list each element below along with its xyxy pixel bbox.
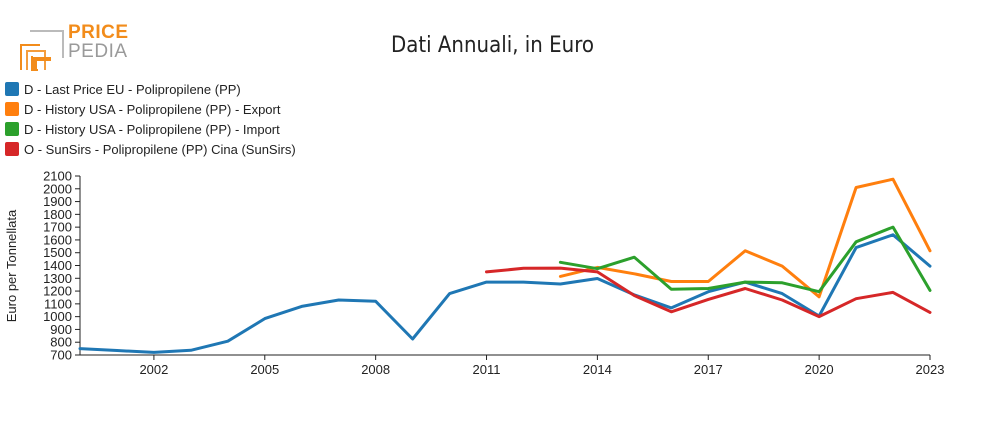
y-tick-label: 2000 — [43, 181, 72, 196]
y-tick-label: 1200 — [43, 284, 72, 299]
y-tick-label: 1800 — [43, 207, 72, 222]
logo-text-price: PRICE — [68, 22, 129, 43]
y-tick-label: 700 — [50, 348, 72, 363]
legend-swatch — [5, 142, 19, 156]
legend-label: O - SunSirs - Polipropilene (PP) Cina (S… — [24, 141, 296, 157]
x-tick-label: 2020 — [805, 362, 834, 377]
x-tick-label: 2017 — [694, 362, 723, 377]
legend-item[interactable]: D - History USA - Polipropilene (PP) - E… — [5, 99, 296, 119]
x-tick-label: 2002 — [139, 362, 168, 377]
y-tick-label: 1300 — [43, 271, 72, 286]
chart-legend: D - Last Price EU - Polipropilene (PP) D… — [5, 79, 296, 159]
y-tick-label: 900 — [50, 322, 72, 337]
legend-label: D - History USA - Polipropilene (PP) - I… — [24, 121, 280, 137]
y-tick-label: 1900 — [43, 194, 72, 209]
y-tick-label: 1700 — [43, 220, 72, 235]
y-tick-label: 1500 — [43, 245, 72, 260]
series-line[interactable] — [558, 225, 932, 294]
series-layer — [78, 177, 932, 354]
x-tick-label: 2023 — [916, 362, 945, 377]
pricepedia-logo — [20, 30, 64, 71]
y-tick-label: 1400 — [43, 258, 72, 273]
x-tick-label: 2005 — [250, 362, 279, 377]
series-line[interactable] — [485, 266, 932, 319]
x-tick-label: 2008 — [361, 362, 390, 377]
x-tick-label: 2011 — [473, 362, 501, 377]
series-line[interactable] — [558, 177, 932, 299]
x-tick-label: 2014 — [583, 362, 612, 377]
legend-swatch — [5, 82, 19, 96]
legend-item[interactable]: O - SunSirs - Polipropilene (PP) Cina (S… — [5, 139, 296, 159]
y-tick-label: 1100 — [44, 296, 72, 311]
y-tick-label: 2100 — [43, 169, 72, 184]
logo-text-pedia: PEDIA — [68, 41, 128, 62]
legend-item[interactable]: D - History USA - Polipropilene (PP) - I… — [5, 119, 296, 139]
legend-item[interactable]: D - Last Price EU - Polipropilene (PP) — [5, 79, 296, 99]
series-line[interactable] — [78, 233, 932, 354]
chart-title: Dati Annuali, in Euro — [390, 33, 595, 58]
y-tick-label: 1000 — [43, 309, 72, 324]
legend-label: D - History USA - Polipropilene (PP) - E… — [24, 101, 281, 117]
y-axis-label: Euro per Tonnellata — [4, 209, 19, 322]
y-tick-label: 1600 — [43, 232, 72, 247]
y-tick-label: 800 — [50, 335, 72, 350]
y-axis: 7008009001000110012001300140015001600170… — [43, 169, 81, 363]
legend-swatch — [5, 122, 19, 136]
x-axis: 2002 2005 2008 2011 2014 2017 2020 2023 — [80, 354, 945, 377]
legend-label: D - Last Price EU - Polipropilene (PP) — [24, 81, 241, 97]
legend-swatch — [5, 102, 19, 116]
